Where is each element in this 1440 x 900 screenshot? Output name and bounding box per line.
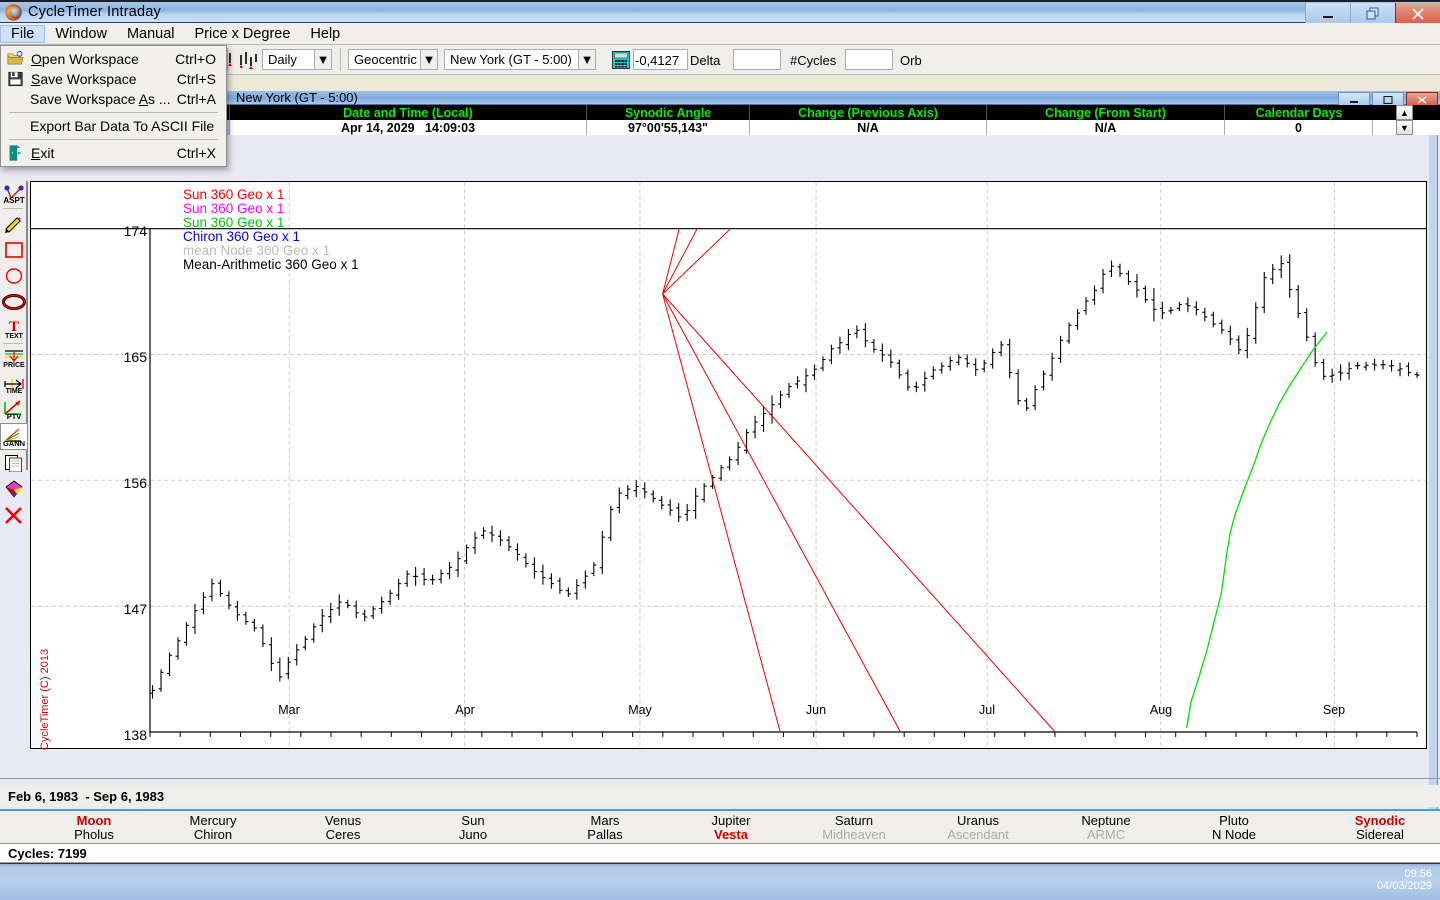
- svg-text:GANN: GANN: [3, 439, 25, 447]
- svg-text:PTV: PTV: [7, 412, 22, 420]
- svg-text:ASPT: ASPT: [3, 196, 24, 204]
- svg-text:TIME: TIME: [6, 388, 23, 394]
- svg-text:TEXT: TEXT: [5, 333, 24, 339]
- svg-text:PRICE: PRICE: [3, 362, 25, 368]
